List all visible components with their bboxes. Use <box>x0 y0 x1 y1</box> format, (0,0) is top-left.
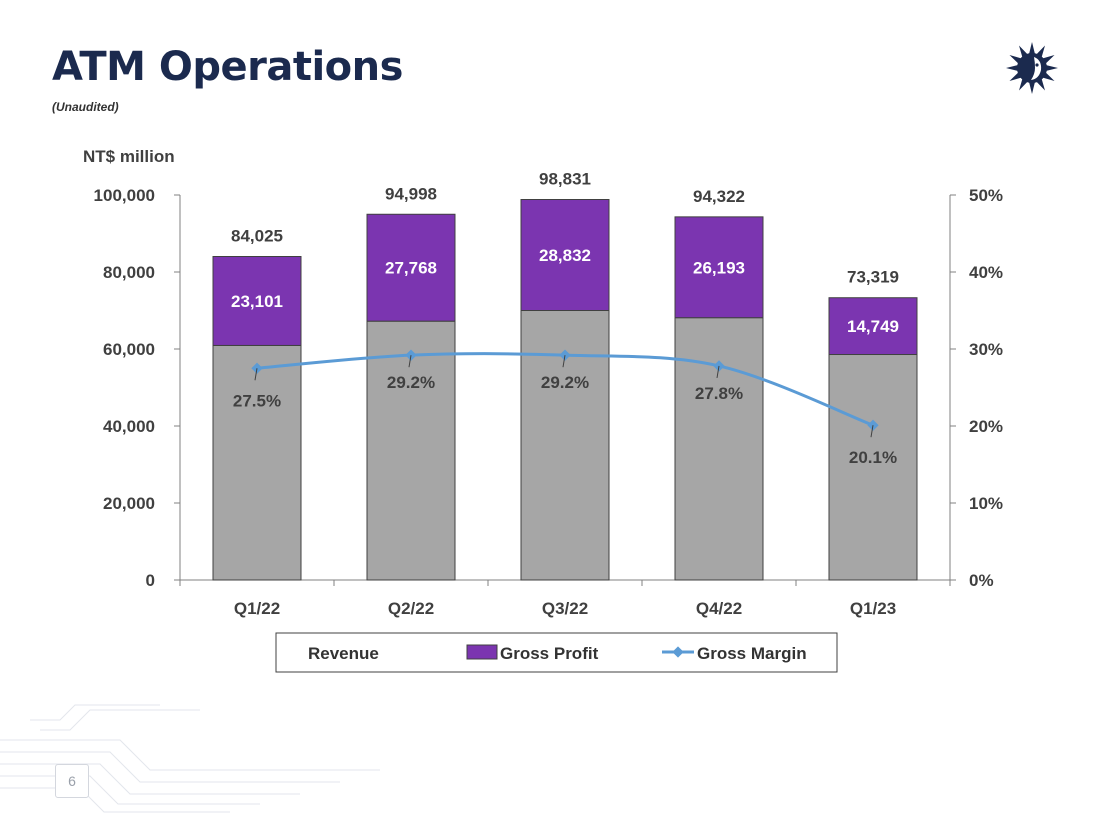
sun-ray <box>1028 81 1036 94</box>
revenue-data-label: 94,998 <box>385 184 437 203</box>
legend-frame <box>275 632 838 673</box>
y-left-tick-label: 80,000 <box>103 263 155 282</box>
gross-profit-data-label: 28,832 <box>539 246 591 265</box>
gross-margin-data-label: 27.5% <box>233 391 281 410</box>
sun-disc <box>1017 53 1047 83</box>
y-left-tick-label: 100,000 <box>94 186 155 205</box>
gross-profit-bar <box>366 213 456 322</box>
revenue-data-label: 73,319 <box>847 268 899 287</box>
legend-gross-margin-marker <box>672 646 684 658</box>
sun-ray <box>1006 64 1019 72</box>
gross-margin-data-label: 27.8% <box>695 384 743 403</box>
revenue-bar <box>366 320 456 581</box>
gross-profit-bar <box>520 199 610 312</box>
y-right-tick-label: 40% <box>969 263 1003 282</box>
sun-face <box>1031 57 1042 80</box>
x-tick-label: Q1/23 <box>850 599 896 618</box>
gross-margin-leader-line <box>254 368 258 381</box>
x-tick-label: Q3/22 <box>542 599 588 618</box>
y-right-tick-label: 10% <box>969 494 1003 513</box>
circuit-decoration <box>0 704 380 813</box>
gross-profit-data-label: 23,101 <box>231 292 283 311</box>
gross-profit-data-label: 26,193 <box>693 258 745 277</box>
sun-ray <box>1028 42 1036 55</box>
legend-gross-profit-swatch <box>466 644 498 660</box>
gross-profit-bar <box>674 216 764 319</box>
revenue-data-label: 94,322 <box>693 187 745 206</box>
gross-profit-data-label: 27,768 <box>385 259 437 278</box>
x-tick-label: Q4/22 <box>696 599 742 618</box>
y-left-tick-label: 0 <box>146 571 155 590</box>
y-right-tick-label: 30% <box>969 340 1003 359</box>
y-right-tick-label: 0% <box>969 571 994 590</box>
gross-margin-data-label: 29.2% <box>387 373 435 392</box>
gross-margin-leader-line <box>562 355 566 368</box>
gross-margin-leader-line <box>716 365 720 379</box>
revenue-data-label: 98,831 <box>539 170 591 189</box>
sun-eye <box>1035 63 1039 67</box>
gross-margin-leader-line <box>408 355 412 368</box>
sun-ray <box>1045 64 1058 72</box>
legend-gross-profit-label: Gross Profit <box>500 644 599 663</box>
revenue-bar <box>828 354 918 581</box>
gross-margin-data-label: 29.2% <box>541 373 589 392</box>
gross-margin-leader-line <box>870 425 874 438</box>
x-tick-label: Q2/22 <box>388 599 434 618</box>
revenue-bar <box>212 344 302 581</box>
gross-margin-data-label: 20.1% <box>849 448 897 467</box>
y-right-tick-label: 20% <box>969 417 1003 436</box>
unit-label: NT$ million <box>83 147 175 166</box>
atm-operations-chart: NT$ million 0 20,000 40,000 60,000 80,000 100,… <box>83 147 1003 673</box>
page-title: ATM Operations <box>52 44 403 90</box>
y-right-tick-label: 50% <box>969 186 1003 205</box>
sun-face-logo-icon <box>1006 42 1058 94</box>
y-left-tick-label: 20,000 <box>103 494 155 513</box>
page-number: 6 <box>55 764 89 798</box>
gross-profit-bar <box>828 297 918 356</box>
chart-legend: Revenue Gross Profit Gross Margin <box>275 632 838 673</box>
gross-profit-bar <box>212 256 302 346</box>
legend-revenue-label: Revenue <box>308 644 379 663</box>
x-tick-label: Q1/22 <box>234 599 280 618</box>
gross-profit-data-label: 14,749 <box>847 317 899 336</box>
y-left-tick-label: 40,000 <box>103 417 155 436</box>
legend-gross-margin-label: Gross Margin <box>697 644 807 663</box>
revenue-bar <box>674 317 764 581</box>
y-left-tick-label: 60,000 <box>103 340 155 359</box>
page-subtitle: (Unaudited) <box>52 100 119 114</box>
revenue-data-label: 84,025 <box>231 227 283 246</box>
